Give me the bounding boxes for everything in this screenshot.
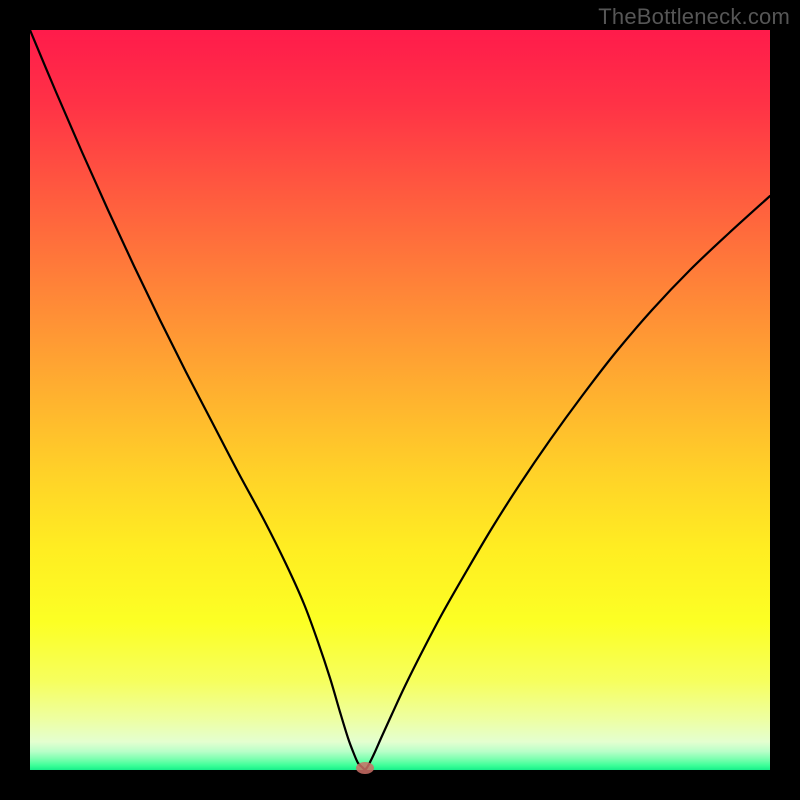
bottleneck-chart [30,30,770,770]
minimum-marker [356,762,374,774]
bottleneck-curve [30,30,770,770]
watermark-text: TheBottleneck.com [598,4,790,30]
